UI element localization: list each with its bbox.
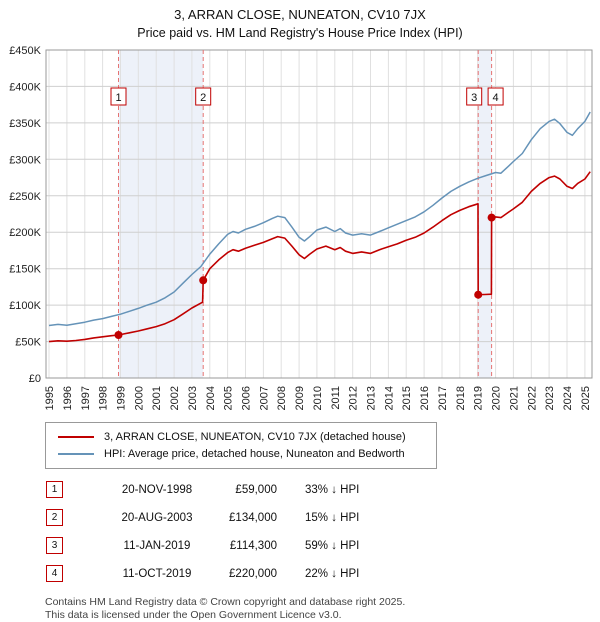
x-tick-label: 2021 xyxy=(508,386,520,410)
transaction-row: 3 11-JAN-2019 £114,300 59% ↓ HPI xyxy=(46,537,600,554)
x-tick-label: 1997 xyxy=(80,386,92,410)
sale-number-badge xyxy=(487,87,504,106)
x-tick-label: 2001 xyxy=(151,386,163,410)
footer-line1: Contains HM Land Registry data © Crown c… xyxy=(45,596,406,608)
sale-number-label: 2 xyxy=(200,92,206,104)
x-tick-label: 2020 xyxy=(491,386,503,410)
sale-period-shade xyxy=(118,50,204,378)
y-tick-label: £50K xyxy=(15,337,41,349)
transaction-price: £59,000 xyxy=(235,483,277,496)
x-tick-label: 2016 xyxy=(419,386,431,410)
x-tick-label: 2005 xyxy=(223,386,235,410)
transaction-price: £134,000 xyxy=(229,511,277,524)
x-tick-label: 2015 xyxy=(401,386,413,410)
transaction-number-badge: 1 xyxy=(46,481,63,498)
y-tick-label: £150K xyxy=(9,264,41,276)
sale-number-badge xyxy=(110,87,127,106)
y-tick-label: £250K xyxy=(9,191,41,203)
transaction-date: 11-JAN-2019 xyxy=(123,539,191,552)
plot-border xyxy=(45,49,593,379)
y-tick-label: £450K xyxy=(9,45,41,57)
transaction-row: 1 20-NOV-1998 £59,000 33% ↓ HPI xyxy=(46,481,600,498)
x-tick-label: 2012 xyxy=(348,386,360,410)
x-tick-label: 2011 xyxy=(330,386,342,410)
x-tick-label: 2022 xyxy=(526,386,538,410)
legend-item-hpi: HPI: Average price, detached house, Nune… xyxy=(54,445,428,462)
transaction-number-badge: 2 xyxy=(46,509,63,526)
x-tick-label: 2008 xyxy=(276,386,288,410)
sale-number-label: 1 xyxy=(115,92,121,104)
transaction-number-badge: 3 xyxy=(46,537,63,554)
x-tick-label: 1995 xyxy=(44,386,56,410)
y-tick-label: £0 xyxy=(29,373,41,385)
x-tick-label: 2018 xyxy=(455,386,467,410)
x-tick-label: 2003 xyxy=(187,386,199,410)
transaction-price: £114,300 xyxy=(229,539,277,552)
transactions-table: 1 20-NOV-1998 £59,000 33% ↓ HPI 2 20-AUG… xyxy=(46,481,600,582)
transaction-hpi-delta: 22% ↓ HPI xyxy=(305,567,360,580)
transaction-hpi-delta: 15% ↓ HPI xyxy=(305,511,360,524)
x-tick-label: 2019 xyxy=(473,386,485,410)
transaction-date: 11-OCT-2019 xyxy=(122,567,192,580)
sale-marker xyxy=(487,213,496,222)
x-tick-label: 2006 xyxy=(241,386,253,410)
sale-number-badge xyxy=(466,87,483,106)
legend-label-price: 3, ARRAN CLOSE, NUNEATON, CV10 7JX (deta… xyxy=(104,430,406,443)
series-price-paid xyxy=(48,171,591,343)
y-tick-label: £350K xyxy=(9,118,41,130)
license-footer: Contains HM Land Registry data © Crown c… xyxy=(45,596,600,622)
footer-line2: This data is licensed under the Open Gov… xyxy=(45,609,342,621)
legend-swatch-price-line xyxy=(58,435,94,438)
y-tick-label: £200K xyxy=(9,227,41,239)
x-tick-label: 2007 xyxy=(258,386,270,410)
chart-title: 3, ARRAN CLOSE, NUNEATON, CV10 7JX xyxy=(174,7,426,22)
chart-subtitle: Price paid vs. HM Land Registry's House … xyxy=(137,26,463,40)
y-tick-label: £400K xyxy=(9,81,41,93)
x-tick-label: 2017 xyxy=(437,386,449,410)
transaction-number-badge: 4 xyxy=(46,565,63,582)
legend-item-price: 3, ARRAN CLOSE, NUNEATON, CV10 7JX (deta… xyxy=(54,428,428,445)
sale-number-label: 4 xyxy=(493,92,499,104)
legend-label-hpi: HPI: Average price, detached house, Nune… xyxy=(104,447,405,460)
sale-marker xyxy=(114,331,123,339)
transaction-date: 20-NOV-1998 xyxy=(121,483,193,496)
series-hpi xyxy=(48,111,591,327)
x-tick-label: 2025 xyxy=(580,386,592,410)
legend-swatch-hpi-line xyxy=(58,452,94,455)
x-tick-label: 2023 xyxy=(544,386,556,410)
x-tick-label: 2009 xyxy=(294,386,306,410)
x-tick-label: 2024 xyxy=(562,386,574,410)
sale-number-label: 3 xyxy=(471,92,477,104)
x-tick-label: 2002 xyxy=(169,386,181,410)
transaction-hpi-delta: 59% ↓ HPI xyxy=(305,539,360,552)
x-tick-label: 1996 xyxy=(62,386,74,410)
transaction-hpi-delta: 33% ↓ HPI xyxy=(305,483,360,496)
chart-legend: 3, ARRAN CLOSE, NUNEATON, CV10 7JX (deta… xyxy=(45,422,437,469)
transaction-price: £220,000 xyxy=(229,567,277,580)
sale-marker xyxy=(474,290,483,299)
price-history-chart: 1995 1996 1997 1998 1999 2000 2001 2002 2003 2004… xyxy=(9,45,593,410)
sale-marker xyxy=(199,276,208,285)
transaction-row: 4 11-OCT-2019 £220,000 22% ↓ HPI xyxy=(46,565,600,582)
x-tick-label: 1999 xyxy=(116,386,128,410)
x-tick-label: 2014 xyxy=(383,386,395,410)
x-tick-label: 2000 xyxy=(133,386,145,410)
x-tick-label: 2010 xyxy=(312,386,324,410)
x-tick-label: 1998 xyxy=(98,386,110,410)
transaction-row: 2 20-AUG-2003 £134,000 15% ↓ HPI xyxy=(46,509,600,526)
x-tick-label: 2013 xyxy=(366,386,378,410)
x-tick-label: 2004 xyxy=(205,386,217,410)
transaction-date: 20-AUG-2003 xyxy=(121,511,193,524)
y-tick-label: £100K xyxy=(9,300,41,312)
y-tick-label: £300K xyxy=(9,154,41,166)
sale-number-badge xyxy=(195,87,212,106)
